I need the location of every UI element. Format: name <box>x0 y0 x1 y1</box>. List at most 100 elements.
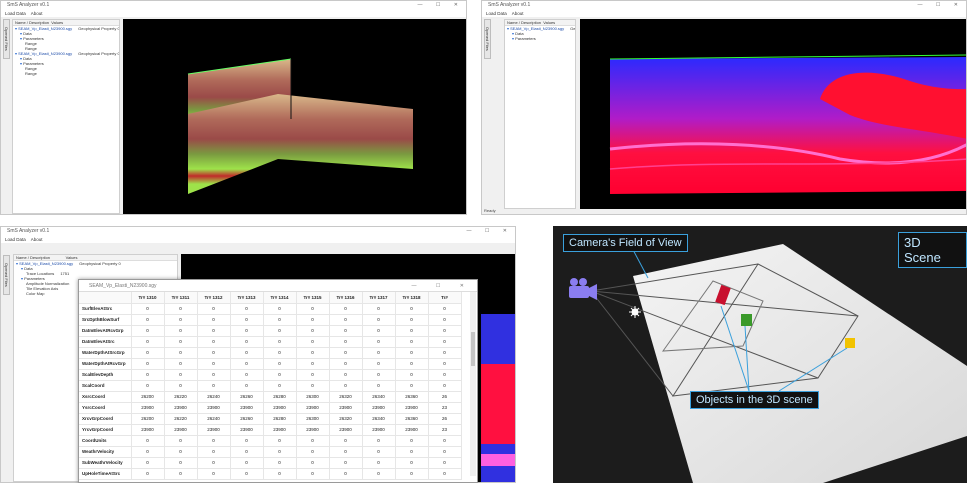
table-cell[interactable]: 23900 <box>362 424 396 436</box>
table-cell[interactable]: 26280 <box>263 413 297 425</box>
opened-files-tab[interactable]: Opened Files <box>3 19 10 59</box>
table-cell[interactable]: 26260 <box>230 391 264 403</box>
table-cell[interactable]: 0 <box>230 457 264 469</box>
table-cell[interactable]: 0 <box>197 380 231 392</box>
expand-chevron-icon[interactable]: ▾ <box>21 266 25 271</box>
table-cell[interactable]: 0 <box>131 457 165 469</box>
expand-chevron-icon[interactable]: ▾ <box>512 31 516 36</box>
table-cell[interactable]: 0 <box>263 325 297 337</box>
table-cell[interactable]: 0 <box>296 369 330 381</box>
table-cell[interactable]: 0 <box>263 347 297 359</box>
table-cell[interactable]: 0 <box>329 369 363 381</box>
expand-chevron-icon[interactable]: ▾ <box>20 36 24 41</box>
expand-chevron-icon[interactable]: ▾ <box>16 261 20 266</box>
table-row[interactable]: XrcvGrpCoord 26200 26220 26240 26260 26280 263… <box>79 413 462 425</box>
table-row[interactable]: WeathrVelocity 0 0 0 0 0 0 0 0 0 0 <box>79 446 462 458</box>
table-cell[interactable]: 0 <box>329 435 363 447</box>
table-cell[interactable]: 0 <box>428 325 462 337</box>
table-row[interactable]: ScalElevDepth 0 0 0 0 0 0 0 0 0 0 <box>79 369 462 381</box>
expand-chevron-icon[interactable]: ▾ <box>20 56 24 61</box>
table-cell[interactable]: 0 <box>362 435 396 447</box>
table-cell[interactable]: 0 <box>395 347 429 359</box>
table-cell[interactable]: 0 <box>197 446 231 458</box>
table-cell[interactable]: 23900 <box>164 402 198 414</box>
table-cell[interactable]: 0 <box>230 446 264 458</box>
table-cell[interactable]: 0 <box>296 358 330 370</box>
table-cell[interactable]: 0 <box>197 347 231 359</box>
table-cell[interactable]: 0 <box>395 380 429 392</box>
table-cell[interactable]: 0 <box>362 303 396 315</box>
table-cell[interactable]: 0 <box>263 468 297 480</box>
table-cell[interactable]: 0 <box>296 457 330 469</box>
tree-row[interactable]: Range <box>13 71 119 76</box>
table-cell[interactable]: 23900 <box>362 402 396 414</box>
table-cell[interactable]: 26240 <box>197 391 231 403</box>
table-cell[interactable]: 0 <box>395 325 429 337</box>
table-row[interactable]: YsrcCoord 23900 23900 23900 23900 23900 23900 2… <box>79 402 462 414</box>
table-cell[interactable]: 23900 <box>197 424 231 436</box>
tree-row[interactable]: ▾ SEAM_Vp_Elasti_N23900.sgy Geophysical P… <box>13 51 119 56</box>
table-cell[interactable]: 0 <box>164 468 198 480</box>
table-row[interactable]: DatmElevAtSrc 0 0 0 0 0 0 0 0 0 0 <box>79 336 462 348</box>
table-cell[interactable]: 0 <box>428 358 462 370</box>
table-row[interactable]: UpHoleTimeAtSrc 0 0 0 0 0 0 0 0 0 0 <box>79 468 462 480</box>
column-header[interactable]: Tr# 1317 <box>362 292 396 304</box>
table-window-controls[interactable]: — ☐ ✕ <box>411 283 473 289</box>
window-controls[interactable]: — ☐ ✕ <box>417 2 464 8</box>
table-cell[interactable]: 0 <box>164 336 198 348</box>
table-cell[interactable]: 0 <box>164 347 198 359</box>
table-cell[interactable]: 26340 <box>362 413 396 425</box>
tree-row[interactable]: ▾ SEAM_Vp_Elasti_N23900.sgy Geophysical P… <box>14 261 177 266</box>
table-cell[interactable]: 23 <box>428 424 462 436</box>
tree-row[interactable]: ▾ SEAM_Vp_Elasti_N23900.sgy Geophysical P… <box>505 26 575 31</box>
table-cell[interactable]: 26340 <box>362 391 396 403</box>
expand-chevron-icon[interactable]: ▾ <box>21 276 25 281</box>
table-cell[interactable]: 23900 <box>230 424 264 436</box>
table-cell[interactable]: 26360 <box>395 391 429 403</box>
table-cell[interactable]: 0 <box>230 468 264 480</box>
table-cell[interactable]: 0 <box>131 380 165 392</box>
table-cell[interactable]: 23900 <box>197 402 231 414</box>
table-cell[interactable]: 0 <box>197 369 231 381</box>
table-cell[interactable]: 0 <box>164 303 198 315</box>
table-cell[interactable]: 0 <box>329 380 363 392</box>
table-cell[interactable]: 0 <box>296 446 330 458</box>
table-cell[interactable]: 0 <box>329 303 363 315</box>
tree-row[interactable]: ▾ Parameters <box>13 61 119 66</box>
table-cell[interactable]: 0 <box>197 325 231 337</box>
window-controls[interactable]: — ☐ ✕ <box>917 2 964 8</box>
table-cell[interactable]: 26320 <box>329 413 363 425</box>
table-row[interactable]: YrcvGrpCoord 23900 23900 23900 23900 23900 239… <box>79 424 462 436</box>
table-cell[interactable]: 26300 <box>296 413 330 425</box>
table-cell[interactable]: 0 <box>230 347 264 359</box>
table-cell[interactable]: 0 <box>263 435 297 447</box>
table-cell[interactable]: 26220 <box>164 413 198 425</box>
table-cell[interactable]: 0 <box>428 435 462 447</box>
table-cell[interactable]: 0 <box>131 468 165 480</box>
table-cell[interactable]: 0 <box>263 303 297 315</box>
column-header[interactable]: Tr# 1313 <box>230 292 264 304</box>
tree-row[interactable]: Amplitude Normalization <box>14 281 177 286</box>
table-cell[interactable]: 0 <box>296 347 330 359</box>
table-cell[interactable]: 0 <box>296 435 330 447</box>
table-cell[interactable]: 0 <box>230 380 264 392</box>
table-cell[interactable]: 23900 <box>131 424 165 436</box>
table-cell[interactable]: 0 <box>428 446 462 458</box>
table-cell[interactable]: 0 <box>428 369 462 381</box>
table-cell[interactable]: 0 <box>197 468 231 480</box>
menu-load-data[interactable]: Load Data <box>5 11 26 16</box>
table-cell[interactable]: 23900 <box>263 402 297 414</box>
table-cell[interactable]: 23900 <box>296 402 330 414</box>
table-cell[interactable]: 0 <box>428 347 462 359</box>
table-cell[interactable]: 23900 <box>230 402 264 414</box>
table-row[interactable]: SurfElevAtSrc 0 0 0 0 0 0 0 0 0 0 <box>79 303 462 315</box>
table-cell[interactable]: 23 <box>428 402 462 414</box>
table-row[interactable]: XsrcCoord 26200 26220 26240 26260 26280 26300 2… <box>79 391 462 403</box>
table-row[interactable]: WaterDpthAtSrcGrp 0 0 0 0 0 0 0 0 0 0 <box>79 347 462 359</box>
table-cell[interactable]: 0 <box>395 435 429 447</box>
table-cell[interactable]: 0 <box>395 369 429 381</box>
table-cell[interactable]: 0 <box>395 336 429 348</box>
expand-chevron-icon[interactable]: ▾ <box>15 51 19 56</box>
table-cell[interactable]: 0 <box>395 468 429 480</box>
3d-viewport[interactable] <box>123 19 466 214</box>
